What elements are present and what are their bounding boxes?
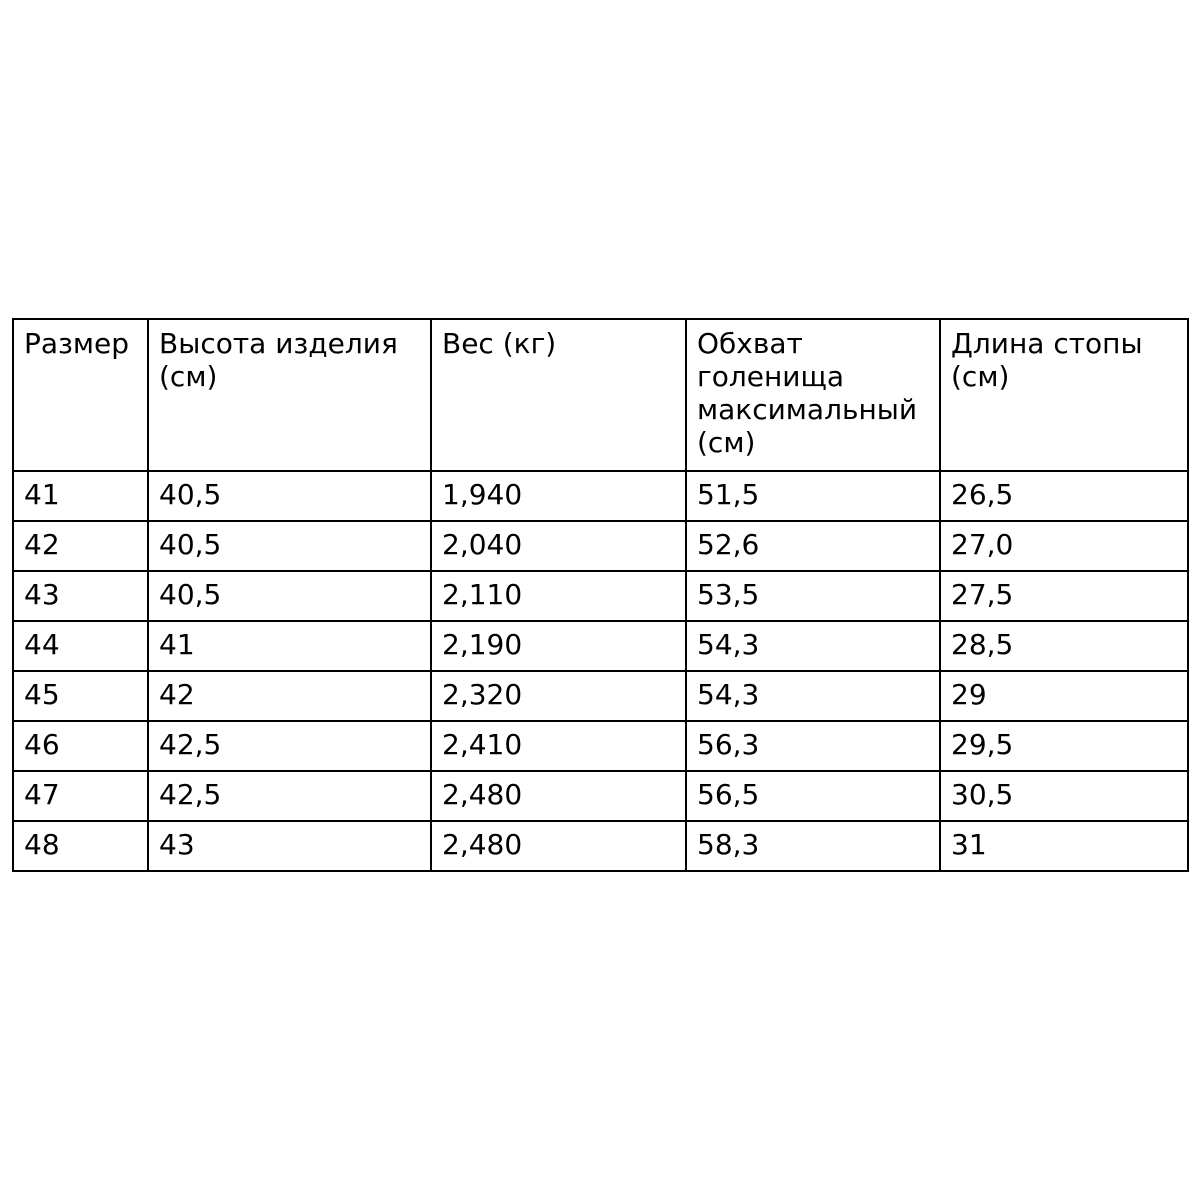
table-cell: 29 xyxy=(939,670,1189,722)
header-row: Размер Высота изделия (см) Вес (кг) Обхв… xyxy=(12,318,1189,472)
table-row: 44 41 2,190 54,3 28,5 xyxy=(12,620,1189,672)
column-header-weight: Вес (кг) xyxy=(430,318,687,472)
table-cell: 30,5 xyxy=(939,770,1189,822)
table-cell: 45 xyxy=(12,670,149,722)
table-cell: 42 xyxy=(12,520,149,572)
size-chart-table: Размер Высота изделия (см) Вес (кг) Обхв… xyxy=(12,318,1189,872)
table-cell: 43 xyxy=(12,570,149,622)
table-cell: 41 xyxy=(12,470,149,522)
table-cell: 42,5 xyxy=(147,770,432,822)
table-row: 41 40,5 1,940 51,5 26,5 xyxy=(12,470,1189,522)
table-row: 48 43 2,480 58,3 31 xyxy=(12,820,1189,872)
table-cell: 44 xyxy=(12,620,149,672)
table-row: 46 42,5 2,410 56,3 29,5 xyxy=(12,720,1189,772)
table-cell: 47 xyxy=(12,770,149,822)
table-cell: 2,040 xyxy=(430,520,687,572)
column-header-foot-length: Длина стопы (см) xyxy=(939,318,1189,472)
table-cell: 2,480 xyxy=(430,820,687,872)
column-header-product-height: Высота изделия (см) xyxy=(147,318,432,472)
table-header: Размер Высота изделия (см) Вес (кг) Обхв… xyxy=(12,318,1189,472)
table-cell: 48 xyxy=(12,820,149,872)
table-body: 41 40,5 1,940 51,5 26,5 42 40,5 2,040 52,6 27,0 43… xyxy=(12,470,1189,872)
table-cell: 42,5 xyxy=(147,720,432,772)
table-cell: 56,5 xyxy=(685,770,941,822)
table-cell: 2,110 xyxy=(430,570,687,622)
table-cell: 1,940 xyxy=(430,470,687,522)
table-cell: 31 xyxy=(939,820,1189,872)
table-cell: 56,3 xyxy=(685,720,941,772)
table-cell: 2,410 xyxy=(430,720,687,772)
table-cell: 40,5 xyxy=(147,570,432,622)
column-header-shaft-circumference: Обхват голенища максимальный (см) xyxy=(685,318,941,472)
table-cell: 27,0 xyxy=(939,520,1189,572)
table-cell: 40,5 xyxy=(147,520,432,572)
table-cell: 42 xyxy=(147,670,432,722)
table-cell: 54,3 xyxy=(685,670,941,722)
table-cell: 28,5 xyxy=(939,620,1189,672)
table-row: 43 40,5 2,110 53,5 27,5 xyxy=(12,570,1189,622)
table-cell: 40,5 xyxy=(147,470,432,522)
table-row: 45 42 2,320 54,3 29 xyxy=(12,670,1189,722)
table-cell: 43 xyxy=(147,820,432,872)
table-cell: 46 xyxy=(12,720,149,772)
table-row: 42 40,5 2,040 52,6 27,0 xyxy=(12,520,1189,572)
table-cell: 2,190 xyxy=(430,620,687,672)
table-cell: 41 xyxy=(147,620,432,672)
table-cell: 58,3 xyxy=(685,820,941,872)
table-cell: 52,6 xyxy=(685,520,941,572)
table-cell: 54,3 xyxy=(685,620,941,672)
table-cell: 51,5 xyxy=(685,470,941,522)
table-cell: 2,480 xyxy=(430,770,687,822)
table-cell: 26,5 xyxy=(939,470,1189,522)
column-header-size: Размер xyxy=(12,318,149,472)
table-cell: 2,320 xyxy=(430,670,687,722)
table-cell: 27,5 xyxy=(939,570,1189,622)
table-cell: 29,5 xyxy=(939,720,1189,772)
table-row: 47 42,5 2,480 56,5 30,5 xyxy=(12,770,1189,822)
table-cell: 53,5 xyxy=(685,570,941,622)
